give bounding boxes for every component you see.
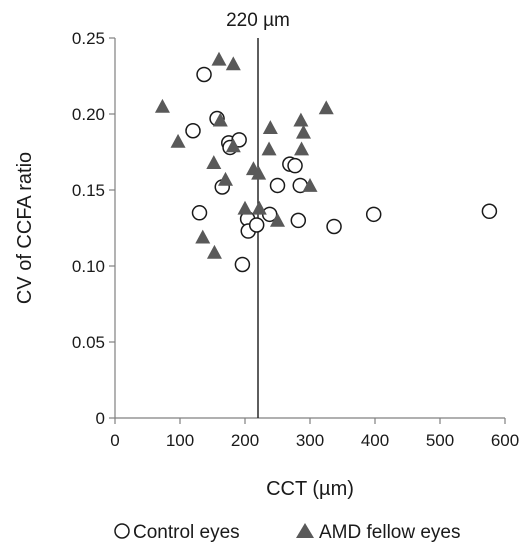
amd-point [302,177,318,192]
y-tick-label: 0 [96,409,105,428]
amd-point [225,138,241,153]
control-point [365,206,382,223]
control-point [196,66,212,83]
plot-area [114,38,505,419]
amd-point [262,120,278,135]
y-tick-label: 0.10 [72,257,105,276]
amd-point [218,171,233,186]
legend-amd-marker [296,523,314,538]
control-point [185,122,201,139]
amd-point [195,229,211,244]
x-axis-ticks: 0 100 200 300 400 500 600 [110,418,519,450]
amd-point [318,100,334,115]
control-point [287,157,303,174]
control-point [191,205,208,221]
amd-point [270,212,285,227]
amd-point [294,141,310,156]
y-tick-label: 0.15 [72,181,105,200]
x-tick-label: 500 [426,431,454,450]
amd-point [154,98,170,113]
x-tick-label: 100 [166,431,194,450]
y-axis-label: CV of CCFA ratio [14,152,36,304]
y-tick-label: 0.25 [72,29,105,48]
data-points [154,51,498,273]
x-tick-label: 0 [110,431,119,450]
amd-point [293,112,309,127]
amd-point [225,56,241,71]
x-tick-label: 600 [491,431,519,450]
reference-line-label: 220 µm [226,10,290,31]
x-tick-label: 300 [296,431,324,450]
amd-point [206,155,222,170]
legend-amd-label: AMD fellow eyes [319,522,461,543]
control-point [326,218,342,235]
amd-point [211,51,227,66]
x-tick-label: 400 [361,431,389,450]
amd-point [251,200,267,215]
control-point [290,212,307,229]
x-tick-label: 200 [231,431,259,450]
control-point [248,217,265,233]
y-tick-label: 0.05 [72,333,105,352]
legend-control-marker [114,523,130,539]
y-tick-label: 0.20 [72,105,105,124]
control-point [269,177,286,194]
amd-point [237,200,253,215]
amd-point [206,244,222,259]
amd-point [296,124,311,139]
amd-point [251,165,267,180]
x-axis-label: CCT (µm) [266,478,354,500]
legend-control-label: Control eyes [133,522,240,543]
control-point [481,203,498,220]
amd-point [170,133,186,148]
amd-point [261,141,277,156]
control-point [234,256,251,273]
legend: Control eyes AMD fellow eyes [114,522,461,543]
series-amd-fellow-eyes [154,51,334,259]
series-control-eyes [185,66,498,273]
y-axis-ticks: 0 0.05 0.10 0.15 0.20 0.25 [72,29,115,428]
amd-point [212,112,228,127]
